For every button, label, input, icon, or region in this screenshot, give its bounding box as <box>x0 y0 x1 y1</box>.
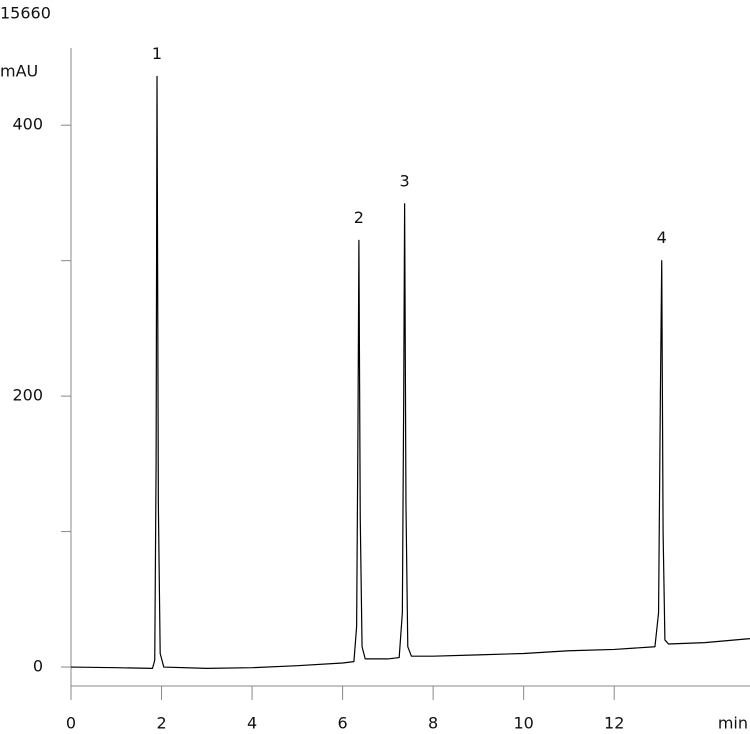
y-tick-label: 200 <box>12 386 43 405</box>
y-tick-label: 0 <box>33 657 43 676</box>
peak-label: 4 <box>657 228 667 247</box>
x-tick-label: 2 <box>156 714 166 733</box>
y-axis-label: mAU <box>0 62 38 81</box>
x-axis-label: min <box>718 714 748 733</box>
peak-label: 3 <box>400 171 410 190</box>
chart-title: 15660 <box>0 4 51 23</box>
peak-label: 1 <box>152 44 162 63</box>
trace <box>70 75 750 669</box>
y-tick-label: 400 <box>12 115 43 134</box>
x-tick-label: 10 <box>513 714 533 733</box>
x-tick-label: 8 <box>428 714 438 733</box>
x-tick-label: 4 <box>247 714 257 733</box>
x-tick-label: 6 <box>338 714 348 733</box>
peak-label: 2 <box>354 208 364 227</box>
x-tick-label: 12 <box>604 714 624 733</box>
x-tick-label: 0 <box>66 714 76 733</box>
